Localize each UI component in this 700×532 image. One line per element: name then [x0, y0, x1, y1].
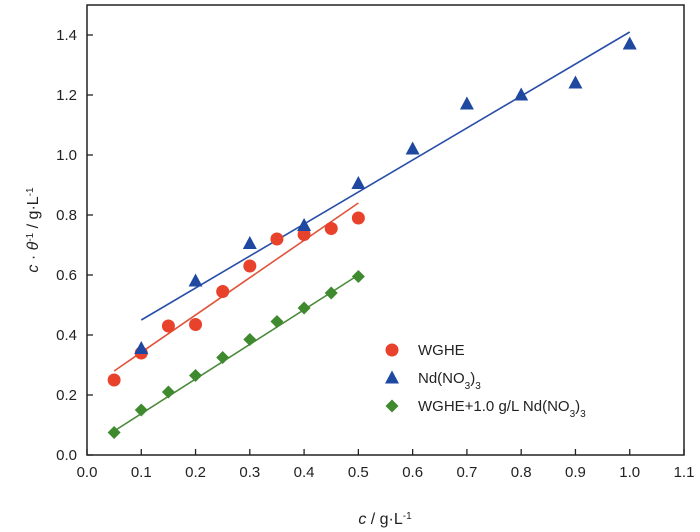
data-point-diamond [134, 403, 148, 417]
y-tick-label: 0.4 [56, 327, 77, 344]
y-tick-label: 0.0 [56, 447, 77, 464]
x-tick-label: 1.1 [674, 464, 695, 481]
y-axis-label-superscript: -1 [25, 187, 36, 196]
data-point-triangle [188, 273, 203, 287]
x-axis-label-text: / g·L [366, 511, 403, 528]
data-point-triangle [622, 36, 637, 50]
x-axis: 0.0 0.1 0.2 0.3 0.4 0.5 0.6 0.7 0.8 0.9 1.0 1.1 [77, 449, 695, 481]
x-tick-label: 0.2 [185, 464, 206, 481]
y-axis-label-superscript: -1 [25, 232, 36, 241]
legend-label: WGHE+1.0 g/L Nd(NO3)3 [418, 398, 586, 420]
data-point-diamond [107, 426, 121, 439]
legend-marker-circle [385, 343, 399, 357]
data-point-triangle [351, 176, 366, 189]
data-point-circle [189, 318, 203, 331]
data-point-diamond [351, 270, 365, 283]
y-tick-label: 1.0 [56, 147, 77, 164]
y-axis: 0.0 0.2 0.4 0.6 0.8 1.0 1.2 1.4 [56, 27, 93, 464]
data-point-triangle [514, 87, 529, 101]
x-axis-label-superscript: -1 [403, 511, 412, 522]
legend-label-subscript: 3 [580, 409, 586, 420]
fit-line-circle [113, 202, 359, 372]
data-point-diamond [216, 351, 230, 364]
legend-label: WGHE [418, 342, 465, 359]
x-tick-label: 0.5 [348, 464, 369, 481]
data-point-diamond [243, 333, 257, 346]
x-tick-label: 0.9 [565, 464, 586, 481]
x-tick-label: 0.1 [131, 464, 152, 481]
data-point-triangle [297, 218, 312, 231]
data-point-circle [161, 319, 175, 333]
y-tick-label: 0.2 [56, 387, 77, 404]
x-tick-label: 0.7 [456, 464, 477, 481]
legend-marker-diamond [385, 399, 399, 413]
legend-label-text: WGHE [418, 342, 465, 359]
data-points [107, 36, 637, 439]
data-point-circle [243, 259, 257, 273]
fit-line-triangle [140, 31, 631, 321]
data-point-triangle [242, 236, 257, 249]
legend-label-text: ) [470, 370, 475, 387]
x-tick-label: 1.0 [619, 464, 640, 481]
legend-label-text: ) [575, 398, 580, 415]
data-point-circle [297, 228, 311, 241]
y-tick-label: 1.2 [56, 87, 77, 104]
x-tick-label: 0.3 [239, 464, 260, 481]
legend-label-subscript: 3 [465, 381, 471, 392]
legend-label-text: WGHE+1.0 g/L Nd(NO [418, 398, 570, 415]
x-tick-label: 0.4 [294, 464, 315, 481]
data-point-diamond [161, 385, 175, 399]
fit-line-diamond [113, 274, 359, 432]
x-tick-label: 0.8 [511, 464, 532, 481]
legend-label-subscript: 3 [570, 409, 576, 420]
fit-lines [113, 31, 631, 432]
x-tick-label: 0.0 [77, 464, 98, 481]
x-axis-label-text: c [358, 511, 366, 528]
legend-label: Nd(NO3)3 [418, 370, 481, 392]
data-point-circle [270, 232, 284, 246]
data-point-triangle [568, 75, 583, 89]
data-point-circle [107, 373, 121, 387]
legend-label-text: Nd(NO [418, 370, 465, 387]
y-axis-label-text: / g·L [25, 196, 42, 233]
data-point-triangle [405, 141, 420, 155]
plot-frame [86, 4, 685, 456]
data-point-diamond [297, 301, 311, 315]
y-axis-label-text: θ [25, 241, 42, 250]
data-point-triangle [459, 96, 474, 110]
data-point-circle [324, 222, 338, 235]
data-point-circle [216, 285, 230, 298]
y-axis-label-text: c [25, 265, 42, 273]
data-point-diamond [324, 286, 338, 300]
data-point-diamond [270, 315, 284, 328]
x-axis-label: c / g·L-1 [358, 511, 412, 529]
y-axis-label: c · θ-1 / g·L-1 [25, 187, 43, 273]
x-tick-label: 0.6 [402, 464, 423, 481]
y-tick-label: 1.4 [56, 27, 77, 44]
legend-marker-triangle [385, 370, 399, 384]
data-point-triangle [134, 341, 149, 354]
legend-label-subscript: 3 [475, 381, 481, 392]
data-point-circle [351, 211, 365, 225]
y-axis-label-text: · [25, 250, 42, 264]
data-point-diamond [189, 369, 203, 382]
y-tick-label: 0.6 [56, 267, 77, 284]
y-tick-label: 0.8 [56, 207, 77, 224]
